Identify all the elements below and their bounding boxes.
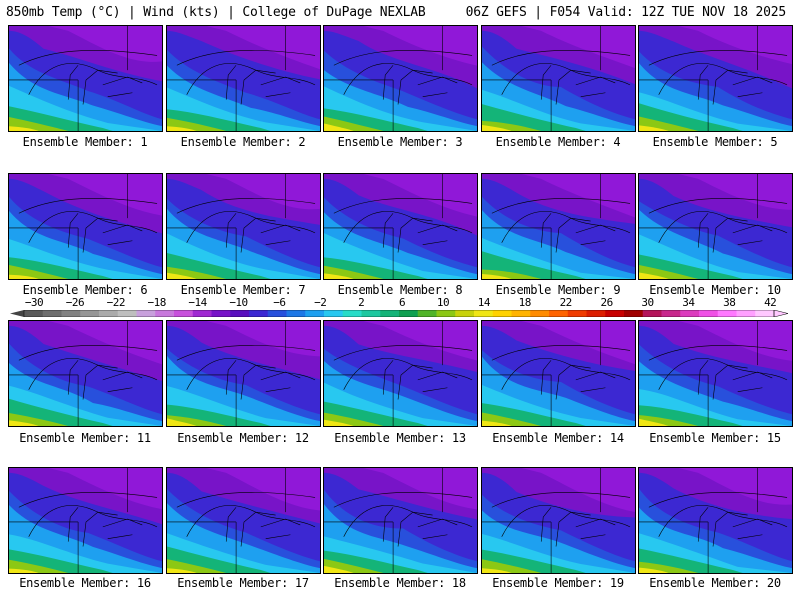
ensemble-member-map-19 (481, 467, 636, 574)
ensemble-member-map-4 (481, 25, 636, 132)
ensemble-member-caption: Ensemble Member: 16 (19, 576, 151, 590)
ensemble-member-caption: Ensemble Member: 11 (19, 431, 151, 445)
ensemble-member-map-6 (8, 173, 163, 280)
colorbar-tick-label: −10 (229, 296, 248, 309)
ensemble-member-caption: Ensemble Member: 1 (22, 135, 148, 149)
ensemble-member-map-17 (166, 467, 321, 574)
ensemble-member-map-1 (8, 25, 163, 132)
temperature-colorbar (10, 310, 788, 317)
colorbar-tick-label: −22 (106, 296, 126, 309)
ensemble-member-map-9 (481, 173, 636, 280)
colorbar-tick-label: 22 (559, 296, 573, 309)
ensemble-member-caption: Ensemble Member: 12 (177, 431, 309, 445)
ensemble-member-caption: Ensemble Member: 17 (177, 576, 309, 590)
colorbar-tick-label: 42 (764, 296, 777, 309)
ensemble-member-caption: Ensemble Member: 10 (649, 283, 781, 297)
ensemble-member-map-11 (8, 320, 163, 427)
ensemble-member-map-3 (323, 25, 478, 132)
colorbar-tick-label: 14 (477, 296, 491, 309)
colorbar-tick-label: 30 (641, 296, 654, 309)
colorbar-tick-label: −30 (24, 296, 44, 309)
colorbar-tick-label: 18 (518, 296, 532, 309)
colorbar-tick-label: −2 (314, 296, 327, 309)
ensemble-member-caption: Ensemble Member: 3 (337, 135, 463, 149)
ensemble-member-caption: Ensemble Member: 19 (492, 576, 624, 590)
ensemble-member-caption: Ensemble Member: 2 (180, 135, 306, 149)
ensemble-member-caption: Ensemble Member: 13 (334, 431, 466, 445)
colorbar-tick-label: 2 (358, 296, 365, 309)
colorbar-tick-label: −26 (65, 296, 85, 309)
ensemble-member-caption: Ensemble Member: 15 (649, 431, 781, 445)
ensemble-member-map-14 (481, 320, 636, 427)
ensemble-member-map-16 (8, 467, 163, 574)
ensemble-member-caption: Ensemble Member: 8 (337, 283, 463, 297)
ensemble-member-caption: Ensemble Member: 5 (652, 135, 778, 149)
ensemble-member-caption: Ensemble Member: 14 (492, 431, 624, 445)
ensemble-member-map-12 (166, 320, 321, 427)
ensemble-member-map-2 (166, 25, 321, 132)
ensemble-member-caption: Ensemble Member: 20 (649, 576, 781, 590)
ensemble-member-caption: Ensemble Member: 18 (334, 576, 466, 590)
colorbar-tick-label: 10 (436, 296, 450, 309)
ensemble-member-map-20 (638, 467, 793, 574)
ensemble-member-caption: Ensemble Member: 9 (495, 283, 621, 297)
ensemble-member-map-18 (323, 467, 478, 574)
ensemble-member-map-8 (323, 173, 478, 280)
ensemble-member-caption: Ensemble Member: 4 (495, 135, 621, 149)
ensemble-member-caption: Ensemble Member: 6 (22, 283, 148, 297)
header-title: 850mb Temp (°C) | Wind (kts) | College o… (6, 5, 426, 20)
colorbar-tick-label: 6 (399, 296, 406, 309)
ensemble-member-map-10 (638, 173, 793, 280)
colorbar-tick-label: −18 (147, 296, 167, 309)
ensemble-member-caption: Ensemble Member: 7 (180, 283, 306, 297)
colorbar-tick-label: 34 (682, 296, 695, 309)
colorbar-tick-label: −6 (273, 296, 286, 309)
ensemble-member-map-7 (166, 173, 321, 280)
colorbar-tick-label: 38 (723, 296, 736, 309)
ensemble-member-map-15 (638, 320, 793, 427)
header-valid-time: 06Z GEFS | F054 Valid: 12Z TUE NOV 18 20… (465, 5, 787, 20)
ensemble-member-map-5 (638, 25, 793, 132)
ensemble-member-map-13 (323, 320, 478, 427)
colorbar-tick-label: −14 (188, 296, 207, 309)
colorbar-tick-label: 26 (600, 296, 613, 309)
